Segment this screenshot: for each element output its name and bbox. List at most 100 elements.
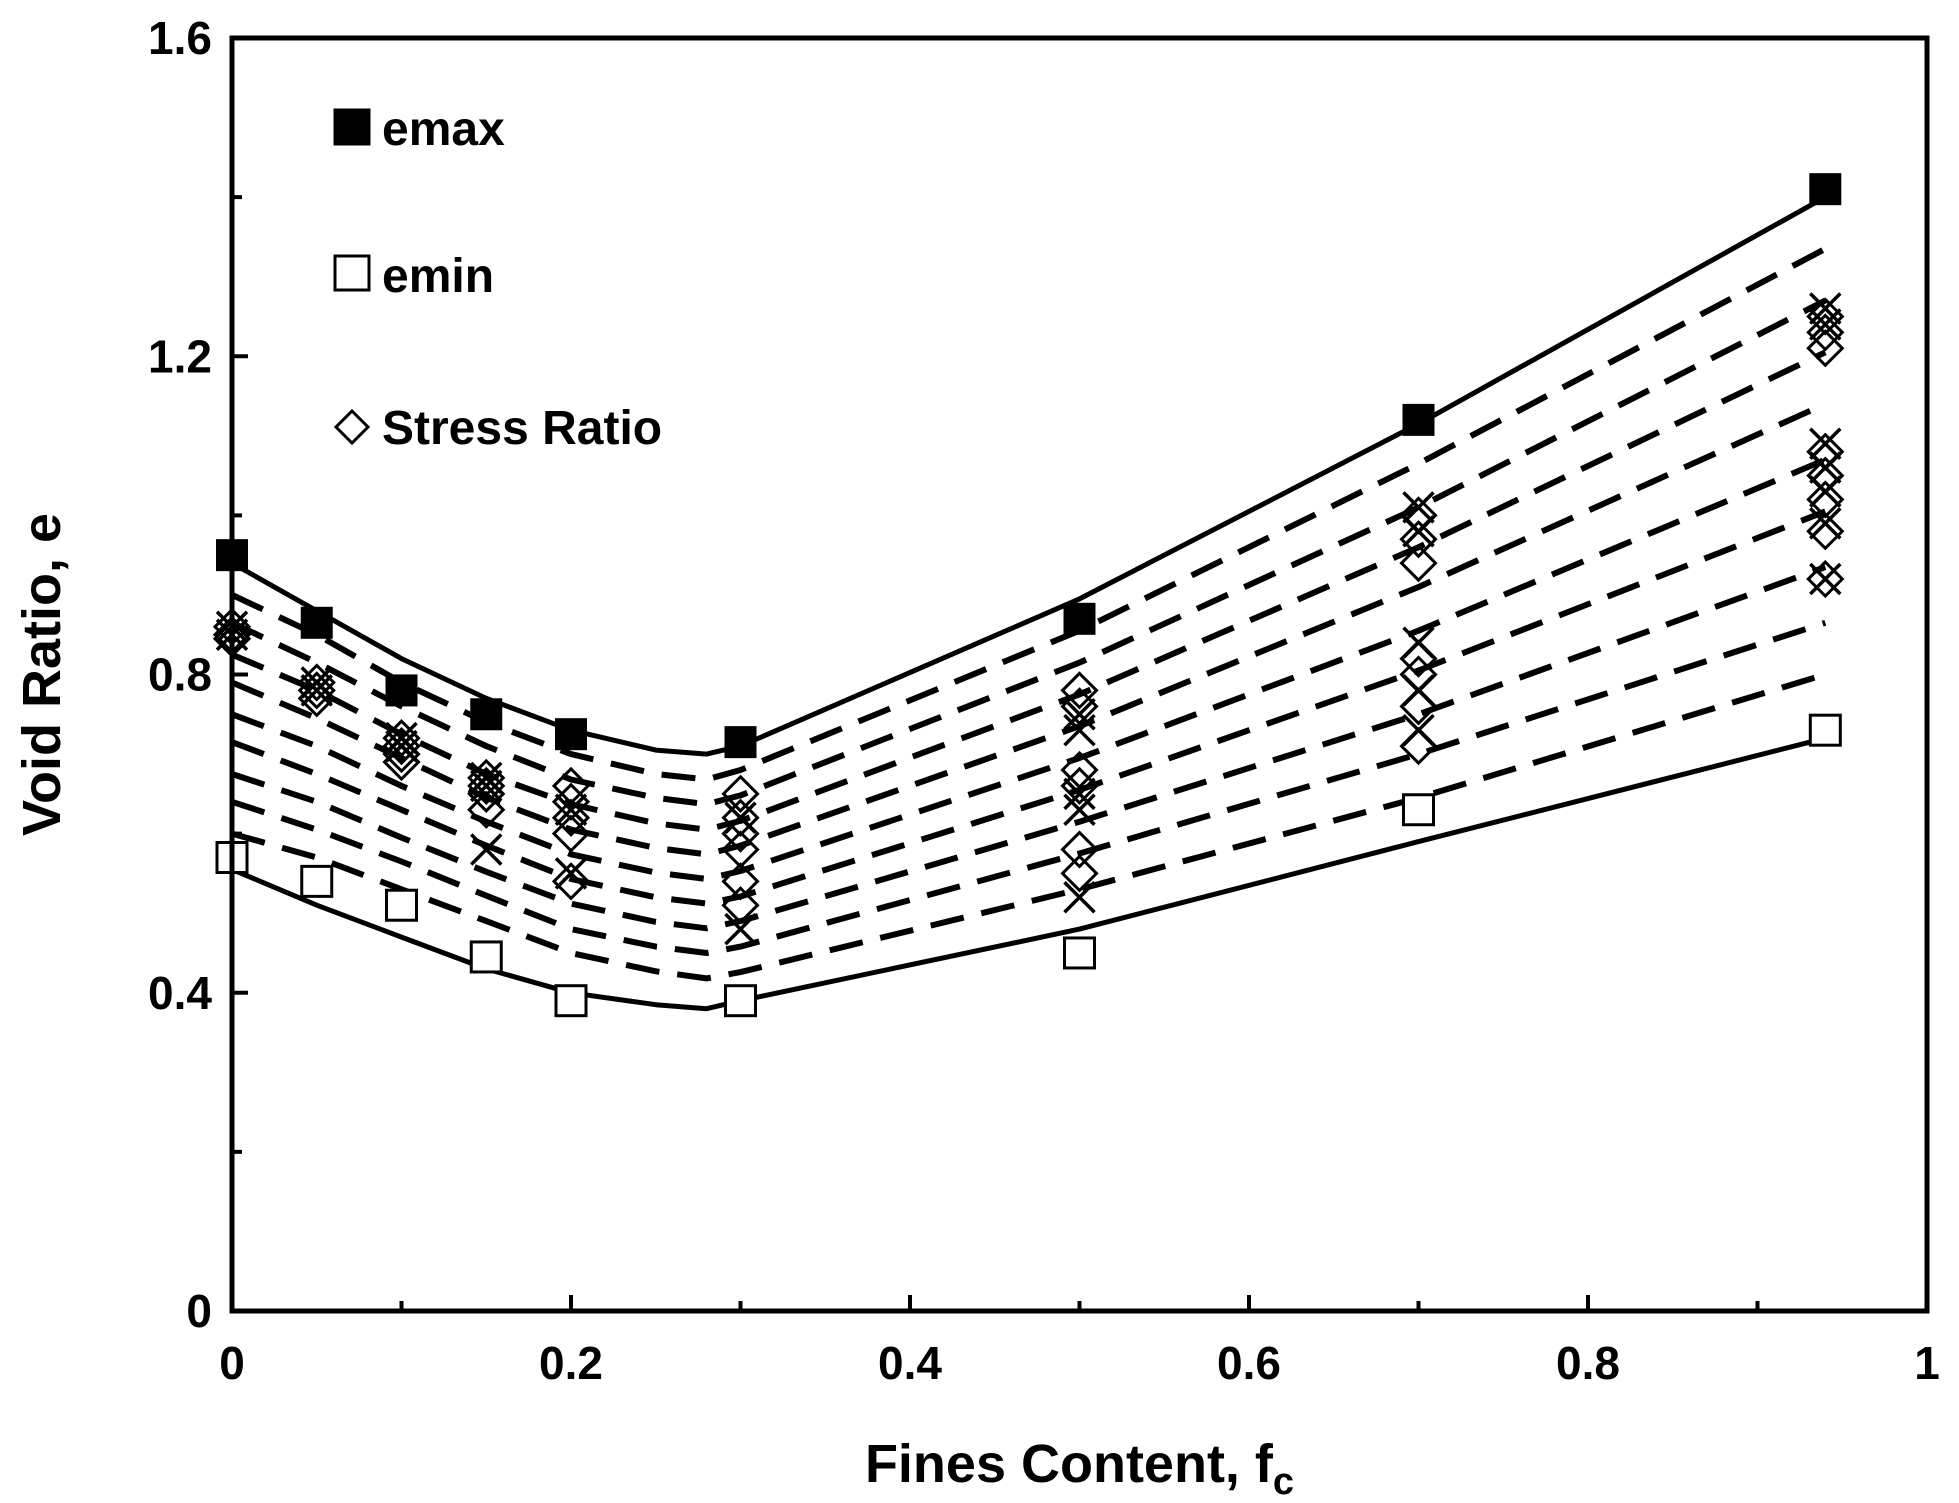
markers-layer [212, 173, 1845, 1018]
dashed-curve-9 [231, 619, 1827, 956]
stress-ratio-point-37 [1399, 726, 1438, 766]
stress-ratio-point-10 [467, 758, 506, 798]
stress-ratio-point-27 [1060, 750, 1099, 790]
x-cross-point-8 [470, 833, 503, 866]
emax-point-2 [385, 674, 418, 707]
x-axis-title-main: Fines Content, f [865, 1434, 1274, 1494]
ticks-layer [230, 36, 1929, 1313]
y-tick-label-0: 0 [186, 1285, 212, 1337]
x-cross-point-23 [1809, 292, 1842, 325]
stress-ratio-point-40 [1806, 329, 1845, 368]
x-cross-point-12 [724, 912, 757, 946]
x-cross-point-24 [1809, 308, 1842, 341]
x-cross-point-7 [470, 769, 503, 803]
legend-emax-marker [333, 108, 371, 146]
legend-emin-label: emin [382, 250, 494, 303]
stress-ratio-point-6 [382, 719, 421, 758]
stress-ratio-point-4 [297, 671, 336, 710]
x-tick-label-0: 0 [219, 1337, 245, 1389]
emax-point-8 [1809, 173, 1842, 206]
stress-ratio-point-44 [1806, 512, 1845, 551]
stress-ratio-point-33 [1399, 543, 1438, 583]
stress-ratio-point-24 [721, 886, 760, 925]
y-axis-title: Void Ratio, e [12, 513, 72, 836]
y-tick-label-3: 1.2 [148, 330, 212, 382]
stress-ratio-point-23 [721, 862, 760, 901]
x-cross-point-14 [1063, 713, 1096, 747]
x-cross-point-15 [1063, 777, 1096, 811]
emax-point-1 [300, 606, 333, 639]
x-tick-label-4: 0.8 [1556, 1337, 1620, 1389]
stress-ratio-point-22 [721, 830, 760, 869]
stress-ratio-point-32 [1399, 520, 1438, 559]
stress-ratio-point-42 [1806, 456, 1845, 495]
legend-emax-label: emax [382, 103, 505, 156]
emin-point-5 [724, 984, 757, 1018]
dashed-curve-8 [231, 564, 1827, 932]
dashed-curve-10 [231, 671, 1827, 982]
emin-point-2 [385, 888, 418, 922]
stress-ratio-point-41 [1806, 432, 1845, 471]
stress-ratio-point-7 [382, 726, 421, 766]
stress-ratio-point-39 [1806, 313, 1845, 352]
emax-point-6 [1063, 602, 1096, 635]
x-tick-label-1: 0.2 [539, 1337, 603, 1389]
legend-stress-ratio-marker [333, 408, 371, 446]
stress-ratio-point-17 [551, 814, 591, 853]
curves-layer [230, 194, 1827, 1012]
x-cross-point-9 [554, 793, 588, 826]
x-cross-point-29 [1809, 562, 1842, 596]
stress-ratio-point-12 [467, 774, 506, 813]
emax-point-4 [555, 718, 587, 751]
tick-labels-layer: 0 0.2 0.4 0.6 0.8 1 0 0.4 0.8 1.2 1.6 [148, 12, 1940, 1389]
x-cross-point-17 [1063, 881, 1096, 914]
dashed-curve-2 [230, 246, 1827, 783]
stress-ratio-point-15 [551, 782, 591, 821]
y-tick-label-2: 0.8 [148, 649, 212, 701]
stress-ratio-point-8 [382, 734, 421, 774]
bound-curve-0 [230, 194, 1827, 757]
y-tick-label-1: 0.4 [148, 967, 212, 1019]
stress-ratio-point-5 [297, 679, 336, 718]
stress-ratio-point-26 [1060, 687, 1099, 726]
x-tick-label-3: 0.6 [1217, 1337, 1281, 1389]
stress-ratio-point-34 [1399, 639, 1438, 678]
x-axis-title: Fines Content, fc [865, 1434, 1294, 1503]
y-tick-label-4: 1.6 [148, 12, 212, 64]
stress-ratio-point-20 [721, 798, 760, 837]
emin-point-1 [300, 864, 334, 898]
x-cross-point-13 [1063, 698, 1096, 731]
legend: emax emin Stress Ratio [333, 103, 662, 455]
x-cross-point-16 [1063, 793, 1096, 826]
x-cross-point-3 [300, 674, 333, 707]
legend-stress-ratio-label: Stress Ratio [382, 402, 662, 455]
stress-ratio-point-16 [551, 798, 591, 837]
stress-ratio-point-28 [1060, 766, 1099, 806]
stress-ratio-point-19 [721, 774, 760, 813]
stress-ratio-point-43 [1806, 480, 1845, 519]
dashed-curve-6 [230, 456, 1827, 882]
emin-point-8 [1808, 713, 1842, 747]
emin-point-7 [1402, 793, 1435, 827]
emax-point-3 [470, 698, 503, 731]
x-cross-point-18 [1402, 491, 1435, 524]
dashed-curve-7 [230, 508, 1827, 907]
stress-ratio-point-14 [551, 766, 591, 806]
stress-ratio-point-35 [1399, 655, 1438, 694]
emin-point-6 [1063, 936, 1096, 970]
legend-emin-marker [333, 254, 371, 292]
x-tick-label-5: 1 [1914, 1337, 1940, 1389]
emin-point-4 [554, 984, 588, 1018]
stress-ratio-point-11 [467, 766, 506, 806]
x-cross-point-28 [1809, 507, 1842, 540]
emin-point-3 [469, 940, 503, 974]
stress-ratio-point-25 [1060, 671, 1099, 710]
x-cross-point-10 [554, 857, 588, 890]
stress-ratio-point-9 [382, 742, 421, 782]
stress-ratio-point-36 [1399, 687, 1438, 726]
stress-ratio-point-29 [1060, 830, 1099, 869]
bound-curve-1 [231, 735, 1826, 1012]
stress-ratio-point-30 [1060, 854, 1099, 893]
x-axis-title-subscript: c [1273, 1461, 1294, 1503]
